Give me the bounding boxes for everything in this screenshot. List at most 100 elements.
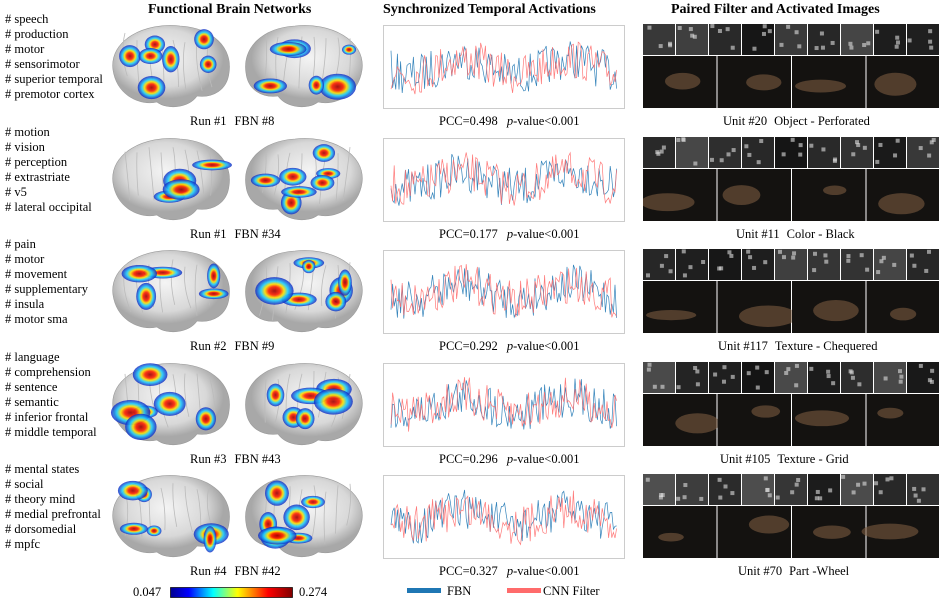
filter-images [643, 249, 939, 333]
brain-map [112, 137, 232, 220]
texture [893, 152, 898, 157]
texture [898, 368, 903, 373]
texture [889, 476, 894, 481]
filter-thumb [841, 249, 873, 280]
sulcus [208, 148, 213, 196]
category: Color - Black [786, 226, 855, 241]
texture [831, 380, 836, 385]
p-italic: p [506, 226, 514, 241]
activation [279, 167, 307, 186]
activation [312, 143, 336, 162]
texture [778, 249, 783, 254]
activation [265, 480, 289, 506]
texture [809, 366, 814, 371]
brain [112, 475, 230, 558]
sulcus [342, 146, 351, 201]
texture [812, 268, 817, 273]
texture [746, 249, 751, 254]
p-italic: p [506, 339, 514, 353]
texture [794, 30, 799, 35]
texture [912, 486, 917, 491]
activation [313, 388, 353, 415]
highlight [746, 74, 782, 91]
signal [390, 490, 617, 546]
brain [112, 25, 230, 108]
activation [203, 526, 217, 553]
filter-thumb [775, 136, 807, 168]
highlight [861, 523, 919, 540]
texture [819, 31, 824, 36]
texture [652, 384, 657, 389]
texture [821, 146, 826, 151]
pcc-caption: PCC=0.177 p-value<0.001 [439, 227, 579, 242]
filter-thumb [676, 361, 708, 393]
keyword: # middle temporal [5, 424, 97, 439]
texture [846, 258, 851, 263]
filter-thumb [775, 361, 807, 393]
filter-thumb [709, 136, 741, 168]
unit: Unit #105 [720, 451, 771, 466]
p-italic: p [506, 451, 514, 466]
activation [255, 277, 294, 305]
highlight [643, 192, 695, 211]
activation [281, 185, 317, 198]
texture [658, 44, 663, 49]
activated-image [717, 393, 791, 446]
brain [112, 250, 230, 333]
brain-caption: Run #4 FBN #42 [190, 564, 281, 579]
timeseries-plot [383, 362, 625, 447]
brain-map [112, 475, 230, 558]
texture [752, 46, 757, 51]
brain-map [245, 137, 363, 220]
texture [866, 41, 871, 46]
fbn: FBN #43 [234, 451, 281, 466]
texture [668, 41, 673, 46]
activation [162, 178, 200, 200]
timeseries-plot [383, 137, 625, 222]
texture [718, 495, 723, 500]
brain-caption: Run #1 FBN #8 [190, 114, 274, 129]
header: Functional Brain Networks [148, 2, 312, 17]
texture [676, 496, 681, 501]
filter-thumb [808, 361, 840, 393]
filter-thumb [676, 249, 708, 280]
texture [894, 44, 899, 49]
activation [162, 45, 180, 73]
activated-image [792, 168, 866, 221]
unit: Unit #20 [723, 114, 768, 128]
activated-image [643, 506, 717, 558]
pcc: PCC=0.296 [439, 451, 498, 466]
category: Texture - Grid [777, 451, 849, 466]
texture [918, 363, 923, 368]
texture [688, 265, 693, 270]
keyword: # medial prefrontal [5, 507, 101, 521]
filter-thumb [676, 136, 708, 168]
highlight [751, 404, 781, 418]
texture [661, 145, 666, 150]
timeseries-plot [383, 475, 625, 559]
texture [645, 477, 650, 482]
texture [646, 273, 651, 278]
sulcus [183, 42, 187, 90]
unit-caption: Unit #117 Texture - Chequered [718, 339, 877, 354]
texture [794, 482, 799, 487]
pcc: PCC=0.498 [439, 114, 498, 128]
texture [710, 24, 715, 29]
texture [878, 490, 883, 495]
texture [761, 31, 766, 36]
texture [892, 262, 897, 267]
pcc: PCC=0.177 [439, 226, 498, 241]
filter-thumb [709, 474, 741, 505]
texture [913, 493, 918, 498]
colorbar-max: 0.274 [299, 585, 328, 599]
texture [796, 477, 801, 482]
filter-images [643, 136, 939, 221]
category: Object - Perforated [774, 114, 870, 128]
keyword: # inferior frontal [5, 409, 89, 424]
filter-thumb [841, 361, 873, 393]
plot-frame [383, 362, 625, 447]
activation [119, 45, 141, 68]
plot-frame [383, 475, 625, 559]
sulcus [323, 491, 327, 545]
